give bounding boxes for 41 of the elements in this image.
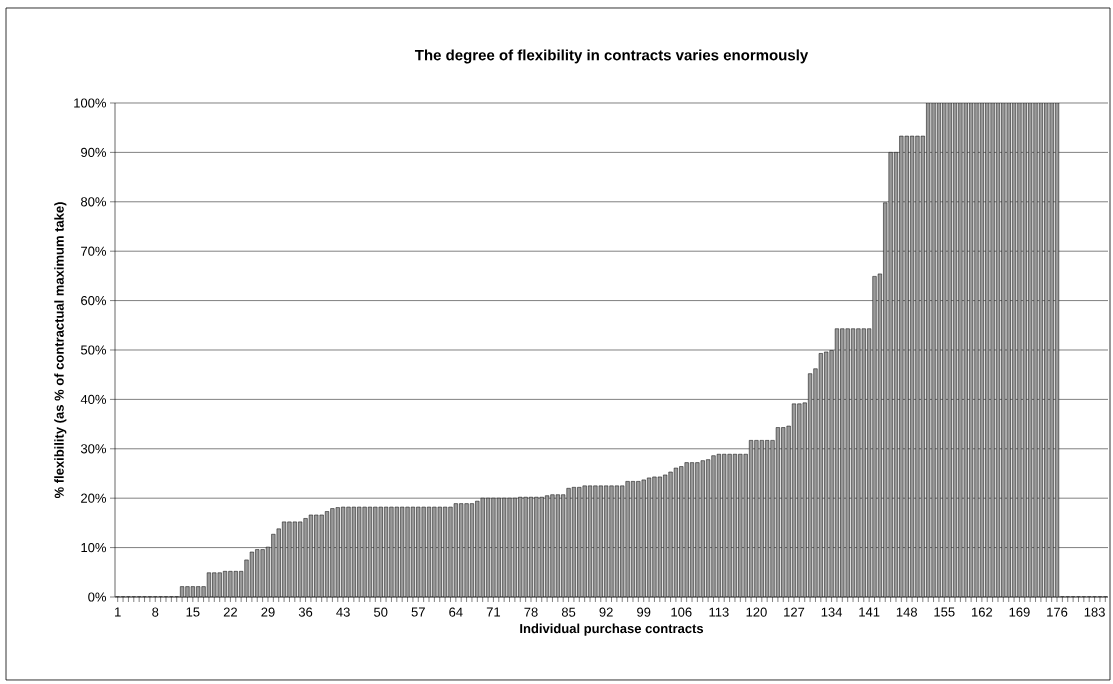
y-tick-label: 10% xyxy=(81,542,107,553)
x-tick-label: 50 xyxy=(373,607,388,617)
x-tick-label: 155 xyxy=(934,607,955,617)
x-tick-label: 106 xyxy=(671,607,692,617)
x-tick-label: 36 xyxy=(298,607,313,617)
chart-title: The degree of flexibility in contracts varies enormously xyxy=(414,49,809,64)
x-tick-label: 99 xyxy=(637,607,651,617)
x-tick-label: 64 xyxy=(449,607,463,617)
x-tick-label: 120 xyxy=(746,607,767,617)
x-tick-label: 176 xyxy=(1047,607,1068,617)
x-tick-label: 8 xyxy=(152,607,159,617)
x-tick-label: 78 xyxy=(524,607,538,617)
y-tick-label: 100% xyxy=(74,98,107,108)
x-tick-label: 22 xyxy=(223,607,237,617)
y-tick-label: 40% xyxy=(80,394,107,404)
x-tick-label: 1 xyxy=(115,607,121,617)
x-tick-label: 71 xyxy=(486,607,501,617)
x-tick-label: 43 xyxy=(336,607,350,617)
y-tick-label: 50% xyxy=(80,345,107,355)
x-tick-label: 92 xyxy=(599,607,613,617)
y-tick-label: 0% xyxy=(88,592,107,602)
y-tick-label: 80% xyxy=(81,197,107,207)
y-tick-label: 30% xyxy=(80,444,107,454)
x-tick-label: 134 xyxy=(821,607,843,617)
y-tick-label: 20% xyxy=(81,493,107,503)
x-tick-label: 148 xyxy=(896,607,917,617)
x-tick-label: 183 xyxy=(1084,607,1105,617)
x-tick-label: 57 xyxy=(411,607,425,617)
x-tick-label: 113 xyxy=(709,607,729,617)
y-tick-label: 90% xyxy=(81,147,107,157)
y-tick-label: 60% xyxy=(81,295,107,306)
y-tick-label: 70% xyxy=(81,246,107,256)
y-axis-title: % flexibility (as % of contractual maximum take) xyxy=(54,202,67,499)
x-tick-label: 127 xyxy=(784,607,805,617)
x-tick-label: 85 xyxy=(561,607,576,617)
x-tick-label: 162 xyxy=(972,607,993,617)
x-tick-label: 29 xyxy=(261,607,275,617)
x-tick-label: 169 xyxy=(1009,607,1030,617)
x-tick-label: 15 xyxy=(186,607,200,617)
x-axis-title: Individual purchase contracts xyxy=(520,623,704,636)
x-tick-label: 141 xyxy=(859,607,880,617)
